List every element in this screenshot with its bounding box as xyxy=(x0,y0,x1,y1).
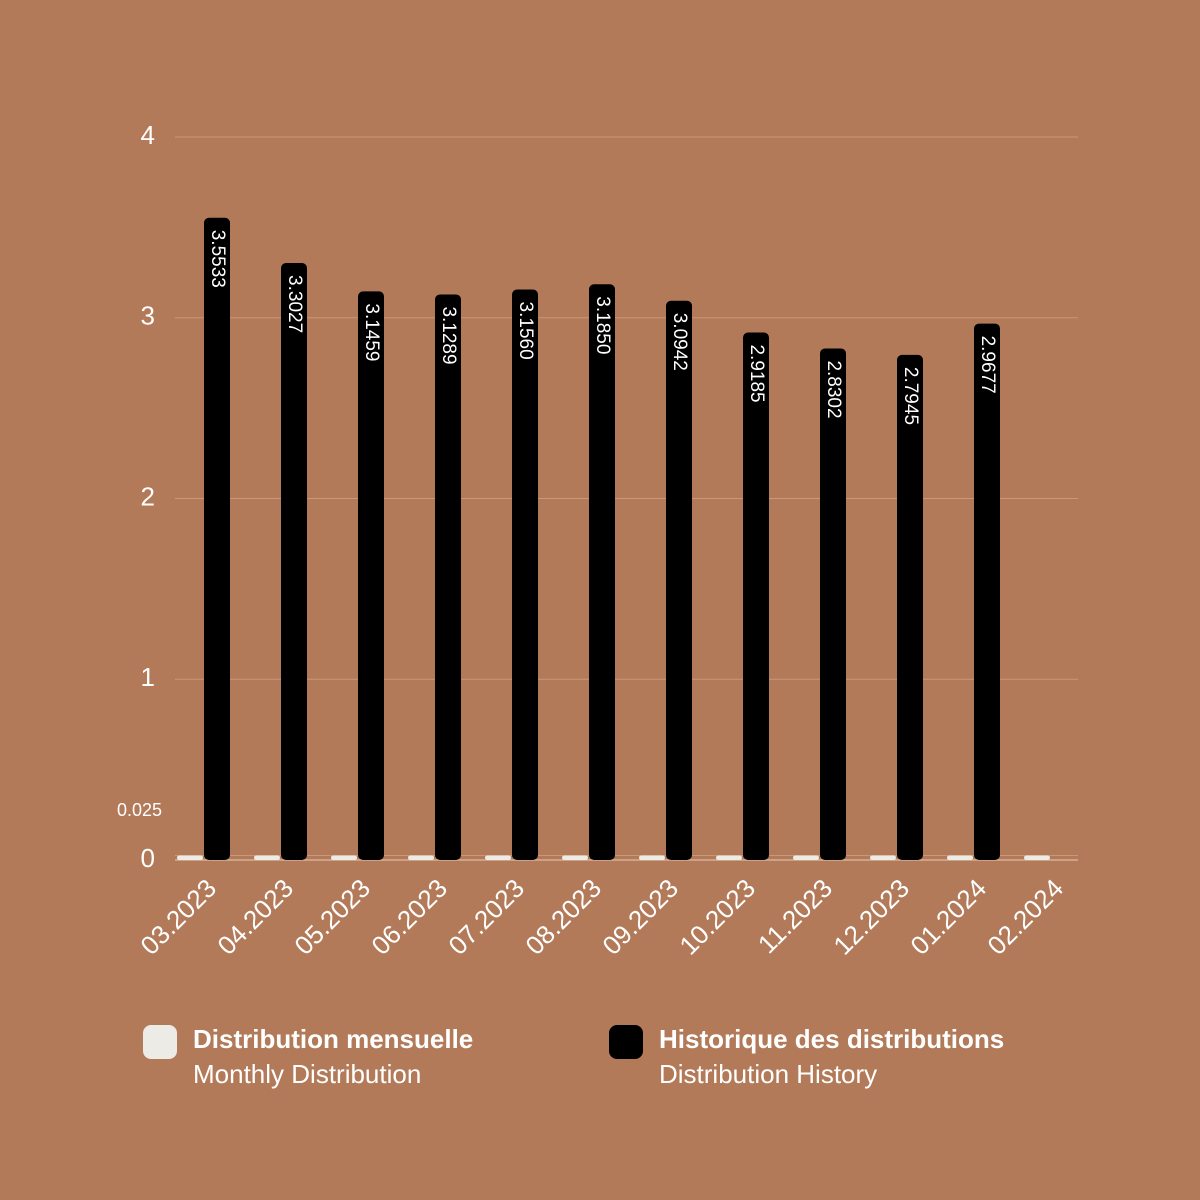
value-label: 3.1289 xyxy=(438,306,459,364)
value-label: 3.5533 xyxy=(207,230,228,288)
bar xyxy=(793,855,819,860)
bar xyxy=(331,855,357,860)
bar xyxy=(254,855,280,860)
value-label: 3.1459 xyxy=(361,303,382,361)
value-label: 2.8302 xyxy=(823,360,844,418)
bar xyxy=(589,284,615,860)
legend-label: Historique des distributions xyxy=(659,1024,1004,1054)
value-label: 2.7945 xyxy=(900,367,921,425)
bar xyxy=(870,855,896,860)
bar xyxy=(947,855,973,860)
legend-sublabel: Monthly Distribution xyxy=(193,1059,421,1089)
bar xyxy=(281,263,307,860)
bar xyxy=(974,323,1000,860)
bar xyxy=(1024,855,1050,860)
bar xyxy=(512,289,538,861)
y-tick-label: 2 xyxy=(141,481,155,511)
bar xyxy=(639,855,665,860)
bar xyxy=(204,217,230,860)
legend-swatch xyxy=(609,1025,643,1059)
y-tick-label: 0 xyxy=(141,843,155,873)
y-tick-label: 1 xyxy=(141,662,155,692)
y-tick-label: 4 xyxy=(141,120,155,150)
value-label: 2.9185 xyxy=(746,344,767,402)
legend-swatch xyxy=(143,1025,177,1059)
value-label: 3.3027 xyxy=(284,275,305,333)
bar xyxy=(716,855,742,860)
bar xyxy=(743,332,769,860)
bar xyxy=(897,354,923,860)
bar xyxy=(408,855,434,860)
value-label: 3.0942 xyxy=(669,313,690,371)
y-tick-label: 0.025 xyxy=(117,800,162,820)
bar xyxy=(177,855,203,860)
bar xyxy=(485,855,511,860)
value-label: 3.1560 xyxy=(515,302,536,360)
legend-sublabel: Distribution History xyxy=(659,1059,877,1089)
bar xyxy=(562,855,588,860)
value-label: 2.9677 xyxy=(977,336,998,394)
bar xyxy=(820,348,846,860)
y-tick-label: 3 xyxy=(141,301,155,331)
bar xyxy=(358,291,384,861)
bar xyxy=(666,300,692,860)
legend-label: Distribution mensuelle xyxy=(193,1024,473,1054)
value-label: 3.1850 xyxy=(592,296,613,354)
bar xyxy=(435,294,461,861)
